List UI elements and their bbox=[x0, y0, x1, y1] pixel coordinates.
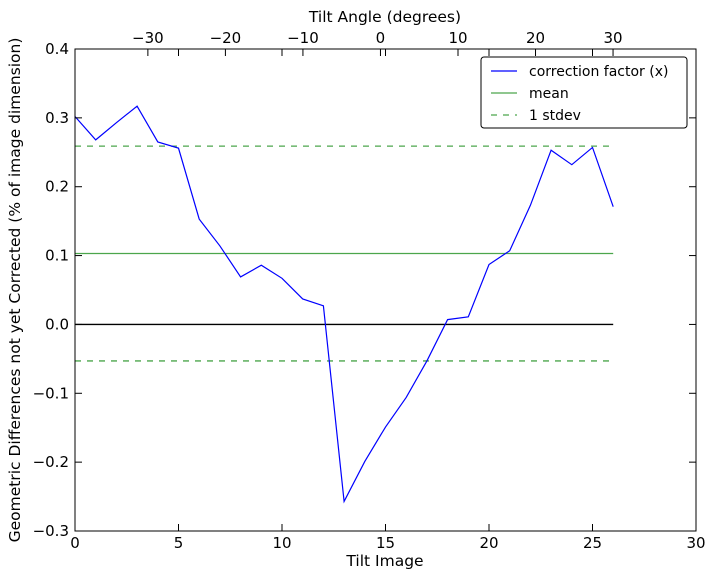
data-point bbox=[302, 298, 303, 299]
x-axis-label: Tilt Image bbox=[345, 552, 423, 570]
x-tick-label: 5 bbox=[174, 534, 184, 552]
data-point bbox=[468, 316, 469, 317]
data-point bbox=[530, 205, 531, 206]
y-axis-label: Geometric Differences not yet Corrected … bbox=[6, 38, 24, 543]
y-tick-label: 0.1 bbox=[45, 247, 69, 265]
plot-marks bbox=[74, 105, 614, 504]
data-point bbox=[509, 250, 510, 251]
x-tick-label: 25 bbox=[583, 534, 602, 552]
y-tick-label: 0.0 bbox=[45, 315, 69, 333]
data-point bbox=[592, 147, 593, 148]
data-point bbox=[447, 319, 448, 320]
data-point bbox=[364, 461, 365, 462]
data-point bbox=[406, 397, 407, 398]
legend-label-correction-factor: correction factor (x) bbox=[529, 64, 668, 80]
data-point bbox=[344, 501, 345, 502]
y-tick-label: −0.3 bbox=[33, 522, 69, 540]
x-tick-label: 10 bbox=[272, 534, 291, 552]
x-tick-label: 15 bbox=[376, 534, 395, 552]
y-tick-label: −0.1 bbox=[33, 384, 69, 402]
data-point bbox=[219, 245, 220, 246]
top-tick-label: 30 bbox=[603, 29, 622, 47]
series-line-0 bbox=[74, 105, 614, 504]
top-axis-label: Tilt Angle (degrees) bbox=[308, 8, 461, 26]
data-point bbox=[95, 139, 96, 140]
top-tick-label: 0 bbox=[376, 29, 386, 47]
data-point bbox=[199, 218, 200, 219]
legend-label-stdev: 1 stdev bbox=[529, 108, 581, 124]
tick-layer: 0 5 10 15 20 25 30 −0.3 −0.2 −0.1 0.0 0.1 0.2 0.3 0.4 −… bbox=[33, 29, 706, 552]
legend: correction factor (x) mean 1 stdev bbox=[480, 56, 688, 129]
top-tick-label: 20 bbox=[526, 29, 545, 47]
legend-label-mean: mean bbox=[529, 86, 569, 102]
data-point bbox=[157, 141, 158, 142]
data-point bbox=[426, 360, 427, 361]
y-tick-label: 0.4 bbox=[45, 40, 69, 58]
y-tick-label: −0.2 bbox=[33, 453, 69, 471]
data-point bbox=[613, 206, 614, 207]
data-point bbox=[281, 278, 282, 279]
data-point bbox=[613, 360, 614, 361]
y-tick-label: 0.2 bbox=[45, 178, 69, 196]
data-point bbox=[323, 305, 324, 306]
data-point bbox=[178, 148, 179, 149]
data-point bbox=[116, 122, 117, 123]
top-tick-label: −10 bbox=[287, 29, 319, 47]
top-tick-label: 10 bbox=[448, 29, 467, 47]
data-point bbox=[488, 264, 489, 265]
top-tick-label: −30 bbox=[132, 29, 164, 47]
legend-frame bbox=[480, 56, 688, 129]
y-tick-label: 0.3 bbox=[45, 109, 69, 127]
x-tick-label: 0 bbox=[70, 534, 80, 552]
data-point bbox=[613, 145, 614, 146]
data-point bbox=[137, 106, 138, 107]
top-tick-label: −20 bbox=[210, 29, 242, 47]
x-tick-label: 20 bbox=[479, 534, 498, 552]
data-point bbox=[261, 265, 262, 266]
data-point bbox=[240, 276, 241, 277]
data-point bbox=[385, 426, 386, 427]
data-point bbox=[613, 324, 614, 325]
data-point bbox=[613, 253, 614, 254]
data-point bbox=[551, 150, 552, 151]
data-point bbox=[571, 164, 572, 165]
x-tick-label: 30 bbox=[686, 534, 705, 552]
